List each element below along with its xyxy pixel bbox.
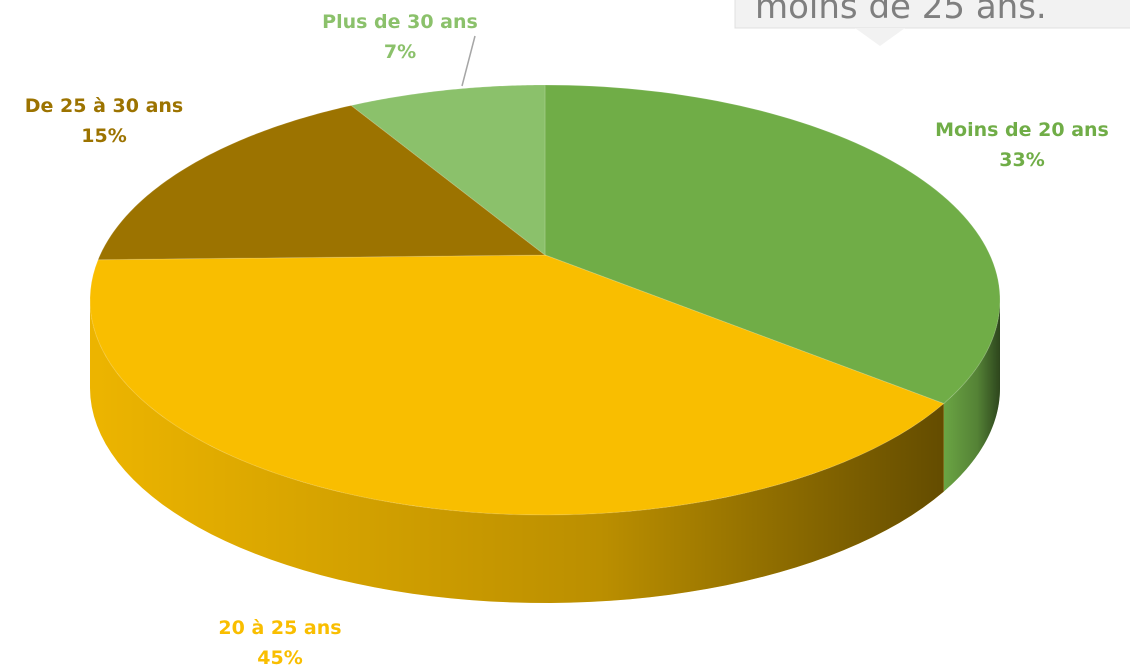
callout: moins de 25 ans. [734, 0, 1130, 46]
slice-side-shade [90, 300, 944, 603]
slice-label: De 25 à 30 ans [25, 95, 183, 117]
pie [89, 84, 1001, 603]
leader-line [461, 35, 476, 87]
callout-pointer [855, 28, 905, 46]
slice [97, 104, 547, 261]
slice [544, 84, 1001, 405]
slice-value-label: 15% [81, 125, 126, 147]
slice-value-label: 33% [999, 149, 1044, 171]
slice-value-label: 7% [384, 41, 416, 63]
slice-label: Plus de 30 ans [322, 11, 478, 33]
callout-box [734, 0, 1130, 29]
slice-side-shade [943, 300, 1000, 492]
slice-label: Moins de 20 ans [935, 119, 1109, 141]
callout-text: moins de 25 ans. [755, 0, 1047, 27]
slice-value-label: 45% [257, 647, 302, 669]
slice-label: 20 à 25 ans [218, 617, 341, 639]
slice [350, 84, 546, 257]
slice [89, 254, 945, 516]
